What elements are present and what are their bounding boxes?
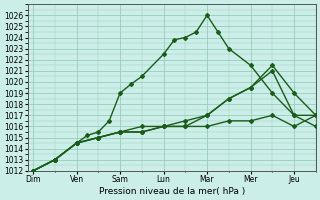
X-axis label: Pression niveau de la mer( hPa ): Pression niveau de la mer( hPa ): [99, 187, 245, 196]
